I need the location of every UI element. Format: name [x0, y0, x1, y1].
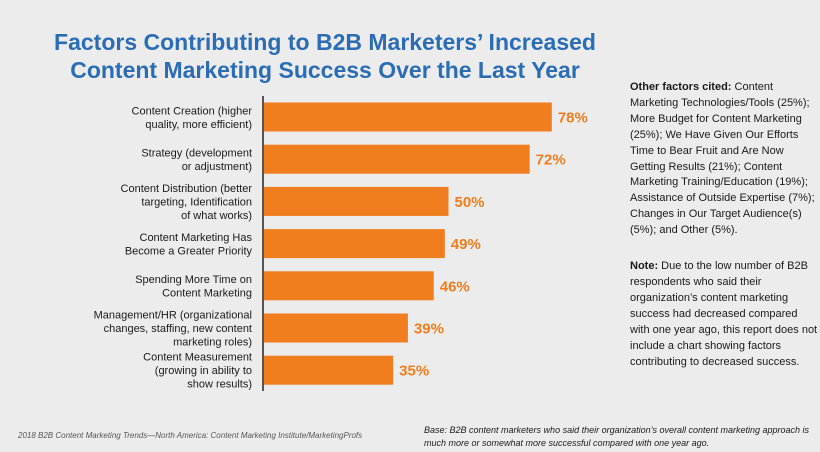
- category-label-line: Become a Greater Priority: [125, 245, 253, 257]
- chart-title-line2: Content Marketing Success Over the Last …: [70, 57, 580, 83]
- category-label-line: show results): [187, 379, 252, 391]
- other-factors-text: Content Marketing Technologies/Tools (25…: [630, 81, 815, 237]
- base-note: Base: B2B content marketers who said the…: [424, 425, 810, 448]
- category-label-line: Content Creation (higher: [132, 105, 253, 117]
- category-label-line: Content Marketing: [162, 288, 252, 300]
- note-paragraph: Note: Due to the low number of B2B respo…: [630, 259, 820, 370]
- bar-group: 78% Content Creation (higher quality, more…: [94, 102, 588, 391]
- value-label-6: 35%: [399, 363, 429, 380]
- category-label-line: Content Marketing Has: [140, 232, 253, 244]
- sidebar-notes: Other factors cited: Content Marketing T…: [630, 80, 820, 390]
- category-label-line: Strategy (development: [141, 147, 252, 159]
- category-label-line: (growing in ability to: [155, 365, 252, 377]
- bar-6: [264, 355, 394, 385]
- value-label-2: 50%: [455, 194, 485, 211]
- value-label-1: 72%: [536, 152, 566, 169]
- bar-chart: 78% Content Creation (higher quality, more…: [94, 96, 588, 391]
- category-label-line: changes, staffing, new content: [104, 323, 252, 335]
- category-label-line: targeting, Identification: [141, 196, 252, 208]
- other-factors-heading: Other factors cited:: [630, 81, 732, 93]
- category-label-1: Strategy (development or adjustment): [141, 147, 252, 173]
- bar-2: [264, 186, 449, 216]
- value-label-0: 78%: [558, 110, 588, 127]
- category-label-4: Spending More Time on Content Marketing: [135, 274, 252, 300]
- category-label-line: Spending More Time on: [135, 274, 252, 286]
- bar-3: [264, 229, 445, 259]
- other-factors-paragraph: Other factors cited: Content Marketing T…: [630, 80, 820, 239]
- category-label-line: Content Distribution (better: [121, 183, 253, 195]
- note-heading: Note:: [630, 260, 659, 273]
- category-label-line: Content Measurement: [143, 352, 252, 364]
- value-label-5: 39%: [414, 321, 444, 338]
- bar-5: [264, 313, 408, 343]
- category-label-line: quality, more efficient): [145, 119, 252, 131]
- category-label-0: Content Creation (higher quality, more ef…: [132, 105, 253, 131]
- category-label-line: Management/HR (organizational: [94, 310, 252, 322]
- value-label-4: 46%: [440, 278, 470, 295]
- source-citation: 2018 B2B Content Marketing Trends—North …: [18, 431, 363, 440]
- category-label-line: of what works): [181, 210, 252, 222]
- category-label-6: Content Measurement (growing in ability t…: [143, 352, 252, 391]
- chart-title: Factors Contributing to B2B Marketers’ I…: [30, 28, 620, 84]
- bar-4: [264, 271, 434, 301]
- bar-0: [264, 102, 552, 132]
- category-label-2: Content Distribution (better targeting, I…: [121, 183, 253, 222]
- category-label-3: Content Marketing Has Become a Greater Pr…: [125, 232, 253, 258]
- chart-title-line1: Factors Contributing to B2B Marketers’ I…: [54, 29, 596, 55]
- category-label-line: marketing roles): [173, 337, 252, 349]
- category-label-line: or adjustment): [182, 161, 252, 173]
- category-label-5: Management/HR (organizational changes, st…: [94, 310, 252, 349]
- note-text: Due to the low number of B2B respondents…: [630, 260, 818, 368]
- value-label-3: 49%: [451, 236, 481, 253]
- bar-1: [264, 144, 530, 174]
